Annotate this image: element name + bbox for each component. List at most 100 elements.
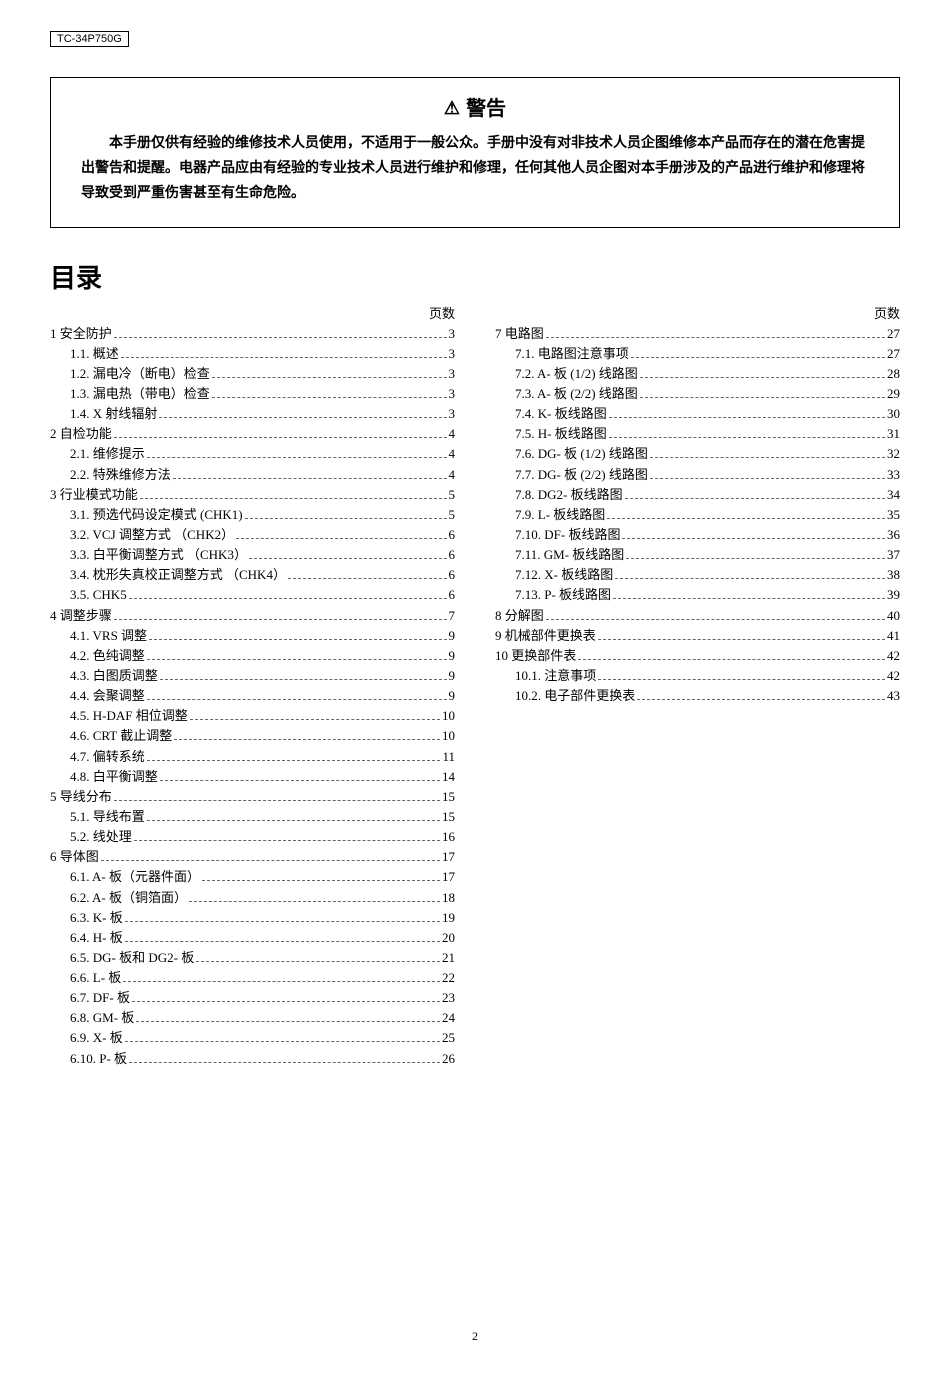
toc-subitem: 2.2. 特殊维修方法 4 <box>50 465 455 485</box>
toc-label: 3.3. 白平衡调整方式 （CHK3） <box>70 545 247 565</box>
toc-page: 43 <box>887 686 900 706</box>
toc-subitem: 7.10. DF- 板线路图 36 <box>495 525 900 545</box>
toc-page: 7 <box>449 606 456 626</box>
toc-leader <box>637 699 885 700</box>
toc-page: 23 <box>442 988 455 1008</box>
toc-label: 7.8. DG2- 板线路图 <box>515 485 623 505</box>
toc-column-left: 页数 1 安全防护 31.1. 概述 31.2. 漏电冷（断电）检查 31.3.… <box>50 303 455 1069</box>
footer-page-number: 2 <box>50 1329 900 1344</box>
toc-label: 7.7. DG- 板 (2/2) 线路图 <box>515 465 648 485</box>
toc-subitem: 5.2. 线处理 16 <box>50 827 455 847</box>
toc-page: 35 <box>887 505 900 525</box>
toc-label: 4 调整步骤 <box>50 606 112 626</box>
toc-subitem: 7.11. GM- 板线路图 37 <box>495 545 900 565</box>
toc-subitem: 1.2. 漏电冷（断电）检查 3 <box>50 364 455 384</box>
toc-subitem: 7.12. X- 板线路图 38 <box>495 565 900 585</box>
toc-page: 15 <box>442 807 455 827</box>
toc-subitem: 6.3. K- 板 19 <box>50 908 455 928</box>
toc-page: 39 <box>887 585 900 605</box>
toc-page: 3 <box>449 404 456 424</box>
toc-leader <box>125 921 440 922</box>
toc-page: 4 <box>449 444 456 464</box>
toc-subitem: 4.6. CRT 截止调整 10 <box>50 726 455 746</box>
toc-label: 10.1. 注意事项 <box>515 666 596 686</box>
toc-subitem: 1.3. 漏电热（带电）检查 3 <box>50 384 455 404</box>
toc-label: 7.12. X- 板线路图 <box>515 565 613 585</box>
toc-subitem: 3.2. VCJ 调整方式 （CHK2） 6 <box>50 525 455 545</box>
toc-subitem: 10.1. 注意事项 42 <box>495 666 900 686</box>
toc-leader <box>622 538 885 539</box>
toc-page: 6 <box>449 525 456 545</box>
toc-page: 14 <box>442 767 455 787</box>
toc-page: 9 <box>449 666 456 686</box>
toc-label: 6.6. L- 板 <box>70 968 121 988</box>
toc-leader <box>132 1001 440 1002</box>
toc-leader <box>159 417 446 418</box>
toc-label: 7.2. A- 板 (1/2) 线路图 <box>515 364 638 384</box>
toc-leader <box>546 337 885 338</box>
toc-leader <box>245 518 447 519</box>
toc-subitem: 7.13. P- 板线路图 39 <box>495 585 900 605</box>
toc-page: 9 <box>449 646 456 666</box>
toc-label: 6.9. X- 板 <box>70 1028 123 1048</box>
toc-page: 31 <box>887 424 900 444</box>
toc-leader <box>236 538 446 539</box>
toc-leader <box>136 1021 440 1022</box>
toc-leader <box>190 719 440 720</box>
toc-label: 7.4. K- 板线路图 <box>515 404 607 424</box>
toc-label: 3 行业模式功能 <box>50 485 138 505</box>
toc-subitem: 7.1. 电路图注意事项 27 <box>495 344 900 364</box>
toc-leader <box>147 659 447 660</box>
toc-label: 6.7. DF- 板 <box>70 988 130 1008</box>
toc-page: 4 <box>449 465 456 485</box>
model-number: TC-34P750G <box>50 31 129 47</box>
toc-leader <box>288 578 447 579</box>
toc-label: 7.10. DF- 板线路图 <box>515 525 620 545</box>
toc-page: 21 <box>442 948 455 968</box>
toc-section: 10 更换部件表 42 <box>495 646 900 666</box>
toc-leader <box>160 780 440 781</box>
toc-page: 32 <box>887 444 900 464</box>
toc-subitem: 5.1. 导线布置 15 <box>50 807 455 827</box>
toc-page: 5 <box>449 505 456 525</box>
toc-leader <box>609 437 885 438</box>
toc-page: 30 <box>887 404 900 424</box>
toc-label: 7 电路图 <box>495 324 544 344</box>
toc-page: 11 <box>442 747 455 767</box>
toc-label: 7.9. L- 板线路图 <box>515 505 605 525</box>
toc-leader <box>114 437 447 438</box>
toc-page: 36 <box>887 525 900 545</box>
warning-icon: ⚠ <box>444 98 460 118</box>
toc-section: 4 调整步骤 7 <box>50 606 455 626</box>
toc-label: 7.11. GM- 板线路图 <box>515 545 624 565</box>
toc-label: 1.4. X 射线辐射 <box>70 404 157 424</box>
toc-page: 6 <box>449 545 456 565</box>
toc-page: 3 <box>449 324 456 344</box>
toc-label: 1 安全防护 <box>50 324 112 344</box>
toc-page: 22 <box>442 968 455 988</box>
toc-label: 6 导体图 <box>50 847 99 867</box>
toc-label: 7.6. DG- 板 (1/2) 线路图 <box>515 444 648 464</box>
toc-section: 5 导线分布 15 <box>50 787 455 807</box>
toc-section: 1 安全防护 3 <box>50 324 455 344</box>
toc-section: 8 分解图 40 <box>495 606 900 626</box>
toc-leader <box>626 558 885 559</box>
toc-leader <box>123 981 440 982</box>
toc-leader <box>640 397 885 398</box>
toc-label: 6.4. H- 板 <box>70 928 123 948</box>
toc-page: 3 <box>449 344 456 364</box>
toc-label: 9 机械部件更换表 <box>495 626 596 646</box>
toc-subitem: 7.9. L- 板线路图 35 <box>495 505 900 525</box>
toc-subitem: 6.6. L- 板 22 <box>50 968 455 988</box>
toc-page: 29 <box>887 384 900 404</box>
toc-subitem: 3.1. 预选代码设定模式 (CHK1) 5 <box>50 505 455 525</box>
toc-label: 8 分解图 <box>495 606 544 626</box>
toc-label: 7.3. A- 板 (2/2) 线路图 <box>515 384 638 404</box>
toc-leader <box>202 880 440 881</box>
toc-section: 2 自检功能 4 <box>50 424 455 444</box>
toc-label: 4.8. 白平衡调整 <box>70 767 158 787</box>
toc-subitem: 4.3. 白图质调整 9 <box>50 666 455 686</box>
toc-page: 41 <box>887 626 900 646</box>
toc-leader <box>598 679 885 680</box>
toc-page: 28 <box>887 364 900 384</box>
